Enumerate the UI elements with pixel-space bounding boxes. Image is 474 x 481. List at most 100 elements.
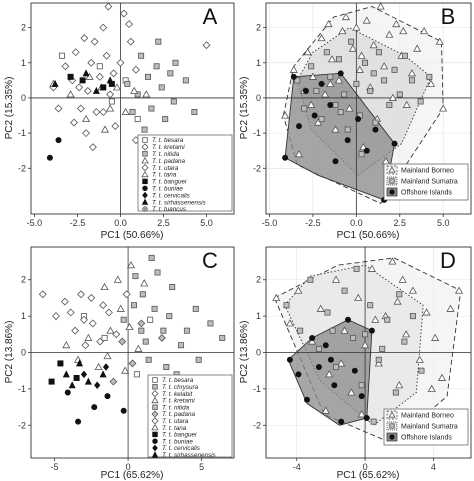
point-t-t-besara: [133, 371, 140, 378]
y-tick-label: -2: [253, 163, 261, 173]
point-mainland-sumatra: [301, 105, 308, 112]
point-mainland-sumatra: [370, 418, 377, 425]
point-t-t-kretami: [111, 122, 120, 131]
legend-marker: [142, 191, 148, 199]
x-axis-label: PC1 (50.66%): [337, 230, 400, 241]
point-mainland-borneo: [371, 315, 380, 323]
point-t-t-sirhassenensis: [68, 381, 76, 389]
point-offshore-islands: [303, 396, 310, 403]
point-t-t-padana: [109, 377, 118, 386]
x-tick-label: -4: [293, 462, 301, 472]
point-t-t-nitida: [172, 59, 179, 66]
point-t-t-kretami: [62, 341, 71, 349]
point-t-t-besara: [147, 316, 154, 323]
point-mainland-borneo: [446, 304, 455, 312]
point-t-t-nitida: [170, 98, 177, 105]
point-t-t-chrysura: [160, 327, 167, 334]
legend-label: T. t. kretami: [152, 144, 185, 151]
point-t-t-chrysura: [207, 320, 214, 327]
point-t-t-tana: [125, 322, 134, 331]
point-mainland-sumatra: [315, 345, 322, 352]
y-tick-label: -2: [253, 420, 261, 430]
point-t-t-kelabit: [87, 293, 96, 302]
point-t-t-nitida: [120, 316, 127, 323]
point-t-t-kelabit: [80, 315, 88, 324]
point-t-t-buniae: [75, 418, 82, 425]
point-t-t-nitida: [148, 105, 155, 112]
point-t-t-utara: [112, 330, 121, 339]
legend-label: T. t. utara: [152, 165, 179, 172]
point-t-t-padana: [112, 83, 122, 91]
point-mainland-borneo: [324, 19, 333, 28]
point-mainland-borneo: [420, 26, 429, 35]
legend-label: T. t. chrysura: [162, 384, 199, 391]
point-mainland-borneo: [362, 16, 371, 24]
panel-letter: D: [440, 248, 456, 273]
panel-c: -5 0 5 -2 -1 0 1 2 PC1 (65.62%) PC2 (13.86%) C T. t…: [4, 246, 235, 481]
point-t-t-utara: [106, 90, 115, 99]
legend-marker: [152, 404, 158, 410]
legend-marker: [141, 198, 149, 205]
point-t-t-padana: [121, 107, 130, 116]
point-t-t-nitida: [182, 77, 189, 84]
point-mainland-sumatra: [332, 101, 339, 108]
point-t-t-kelabit: [96, 337, 105, 346]
point-t-t-sirhassenensis: [62, 370, 70, 378]
point-t-t-sirhassenensis: [51, 79, 59, 87]
point-t-t-padana: [130, 86, 139, 94]
legend-label: T. t. padana: [152, 158, 186, 165]
point-mainland-borneo: [431, 333, 440, 341]
point-t-t-chrysura: [132, 273, 139, 280]
point-mainland-sumatra: [381, 77, 388, 84]
point-mainland-sumatra: [396, 91, 403, 98]
point-t-t-sirhassenensis: [92, 86, 100, 94]
point-t-t-chrysura: [138, 327, 145, 334]
point-mainland-borneo: [317, 33, 326, 42]
point-mainland-borneo: [408, 286, 417, 294]
point-t-t-kretami: [87, 58, 96, 67]
panel-letter: B: [441, 4, 456, 29]
point-mainland-borneo: [285, 319, 294, 327]
point-t-t-chrysura: [145, 356, 152, 363]
point-mainland-sumatra: [294, 77, 301, 84]
point-t-t-padana: [157, 334, 166, 342]
point-t-t-banguei: [57, 360, 64, 367]
point-t-t-cervicalis: [102, 363, 110, 371]
x-tick-label: 0: [363, 462, 368, 472]
legend-marker: [388, 166, 396, 173]
point-mainland-borneo: [402, 330, 411, 338]
point-mainland-sumatra: [341, 287, 348, 294]
point-mainland-borneo: [352, 23, 361, 31]
point-mainland-sumatra: [396, 291, 403, 298]
point-t-t-sirhassenensis: [76, 359, 84, 367]
legend-label: T. t. kelabit: [162, 391, 192, 398]
point-t-t-nitida: [183, 327, 190, 334]
x-tick-label: 2.5: [394, 218, 407, 228]
point-t-t-chrysura: [139, 291, 146, 298]
point-t-t-chrysura: [151, 305, 158, 312]
y-tick-label: -2: [18, 420, 26, 430]
point-t-t-nitida: [195, 356, 202, 363]
point-mainland-borneo: [308, 72, 317, 80]
point-mainland-borneo: [385, 30, 394, 38]
point-mainland-borneo: [388, 93, 397, 101]
point-mainland-borneo: [307, 100, 316, 108]
point-offshore-islands: [286, 356, 293, 363]
point-t-t-padana: [100, 125, 110, 133]
point-t-t-kelabit: [60, 297, 69, 306]
point-t-t-kretami: [126, 260, 136, 269]
point-t-t-buniae: [64, 389, 71, 396]
y-tick-label: -1: [253, 384, 261, 394]
point-t-t-kretami: [140, 279, 149, 287]
point-t-t-nitida: [155, 38, 162, 45]
point-mainland-borneo: [388, 257, 397, 265]
point-t-t-kelabit: [105, 308, 113, 317]
legend-label: T. t. cervicalis: [162, 445, 201, 452]
point-t-t-cervicalis: [94, 381, 101, 389]
legend-label: T. t. nitida: [162, 404, 190, 411]
x-tick-label: 5.0: [200, 218, 213, 228]
legend-marker: [141, 143, 149, 151]
legend-marker: [152, 377, 158, 383]
point-mainland-sumatra: [409, 313, 416, 320]
point-mainland-borneo: [357, 410, 366, 418]
